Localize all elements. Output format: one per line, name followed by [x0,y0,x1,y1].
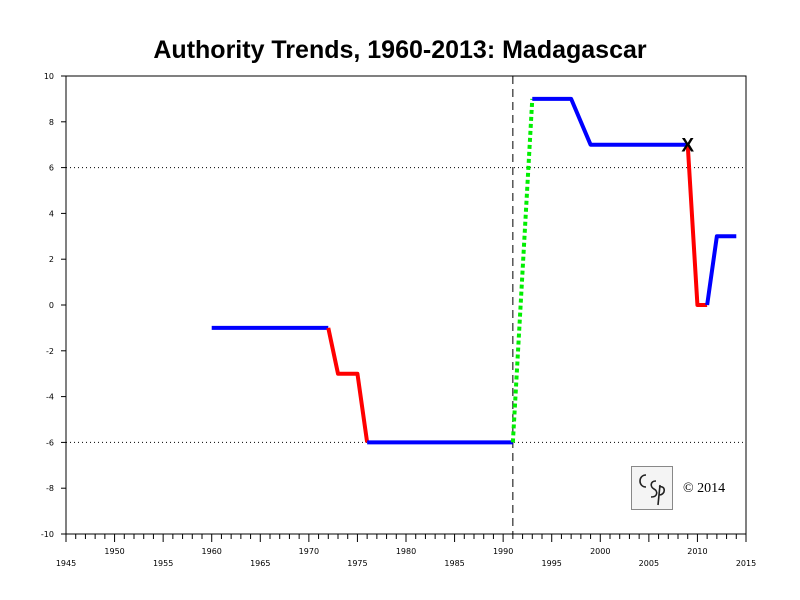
x-tick-label: 1960 [202,547,222,556]
x-tick-label: 1980 [396,547,416,556]
x-tick-label: 1945 [56,559,76,568]
chart-title: Authority Trends, 1960-2013: Madagascar [153,36,647,64]
x-tick-label: 1955 [153,559,173,568]
copyright-notice: © 2014 [683,481,726,496]
series-segment-change [326,327,370,443]
x-tick-label: 2010 [687,547,707,556]
y-tick-label: -2 [46,347,54,356]
x-tick-label: 2005 [639,559,659,568]
y-tick-label: 4 [49,209,54,218]
y-tick-label: 0 [49,301,54,310]
series-segment-stable [705,234,737,306]
x-marker: X [681,136,694,157]
y-tick-label: 6 [49,164,54,173]
y-tick-label: 2 [49,255,54,264]
series-segment-transition [510,98,535,443]
x-tick-label: 1950 [104,547,124,556]
series-segment-stable [532,96,688,147]
x-tick-label: 1970 [299,547,319,556]
x-tick-label: 1985 [444,559,464,568]
x-tick-label: 2000 [590,547,610,556]
x-tick-label: 1990 [493,547,513,556]
x-tick-label: 1995 [542,559,562,568]
x-tick-label: 1965 [250,559,270,568]
y-tick-label: -6 [46,438,54,447]
y-tick-label: -10 [41,530,54,539]
csp-logo-mark [639,474,666,506]
y-tick-label: -4 [46,393,54,402]
csp-logo [631,466,673,510]
y-tick-label: 8 [49,118,54,127]
y-tick-label: -8 [46,484,54,493]
y-tick-label: 10 [44,72,54,81]
x-tick-label: 1975 [347,559,367,568]
x-tick-label: 2015 [736,559,756,568]
series-segment-change [685,144,708,307]
